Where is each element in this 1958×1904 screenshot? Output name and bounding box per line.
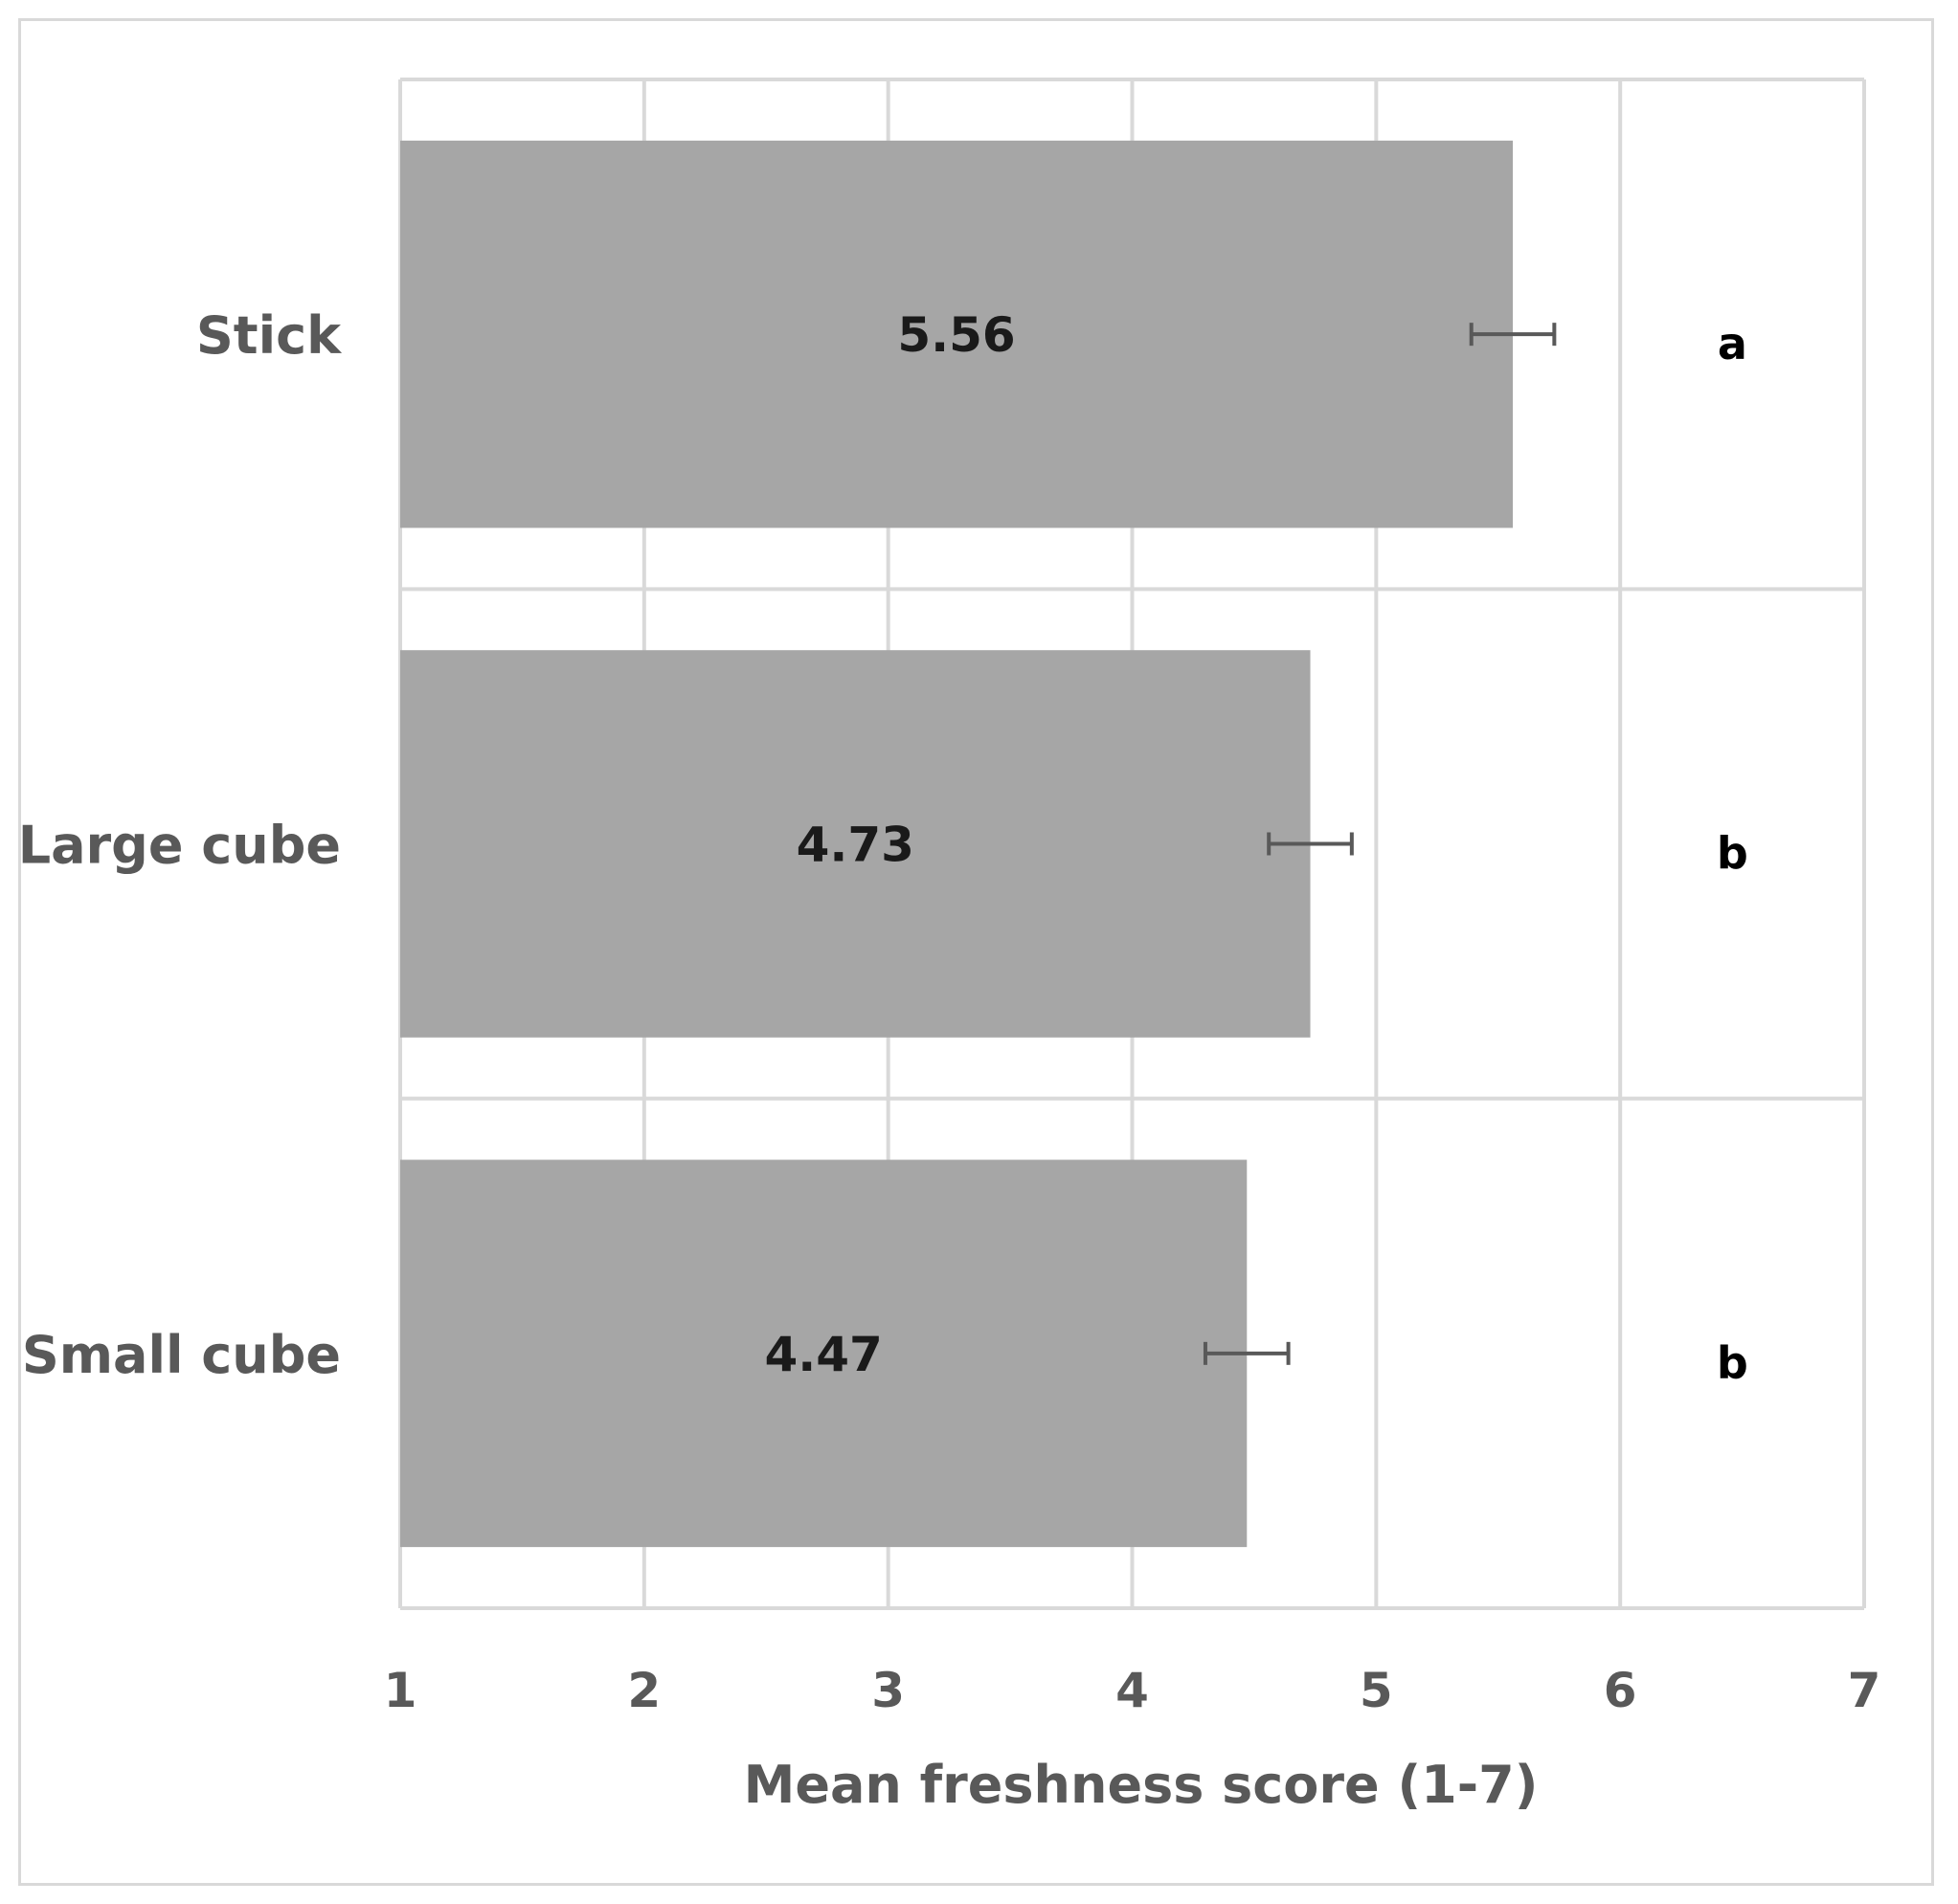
significance-letter-0: a xyxy=(1718,318,1747,370)
data-labels: 5.56 4.73 4.47 xyxy=(764,307,1015,1382)
x-tick-label-5: 5 xyxy=(1360,1663,1393,1718)
x-axis-title: Mean freshness score (1-7) xyxy=(744,1755,1539,1815)
category-label-2: Small cube xyxy=(22,1325,341,1385)
bar-0 xyxy=(400,140,1514,528)
bar-1 xyxy=(400,650,1311,1038)
data-label-0: 5.56 xyxy=(897,307,1015,363)
x-tick-label-2: 2 xyxy=(627,1663,661,1718)
significance-letter-2: b xyxy=(1717,1337,1748,1389)
bar-2 xyxy=(400,1159,1248,1548)
significance-letter-1: b xyxy=(1717,828,1748,880)
x-tick-labels: 1 2 3 4 5 6 7 xyxy=(384,1663,1881,1718)
x-tick-label-7: 7 xyxy=(1848,1663,1881,1718)
category-labels: Stick Large cube Small cube xyxy=(18,305,342,1385)
category-label-1: Large cube xyxy=(18,816,341,876)
data-label-2: 4.47 xyxy=(764,1327,882,1382)
significance-letters: a b b xyxy=(1717,318,1748,1389)
x-tick-label-4: 4 xyxy=(1115,1663,1149,1718)
x-tick-label-3: 3 xyxy=(871,1663,905,1718)
x-tick-label-6: 6 xyxy=(1604,1663,1637,1718)
x-tick-label-1: 1 xyxy=(384,1663,417,1718)
error-bars xyxy=(1203,323,1557,1365)
bars xyxy=(400,140,1514,1548)
data-label-1: 4.73 xyxy=(797,818,914,873)
category-label-0: Stick xyxy=(196,305,342,366)
